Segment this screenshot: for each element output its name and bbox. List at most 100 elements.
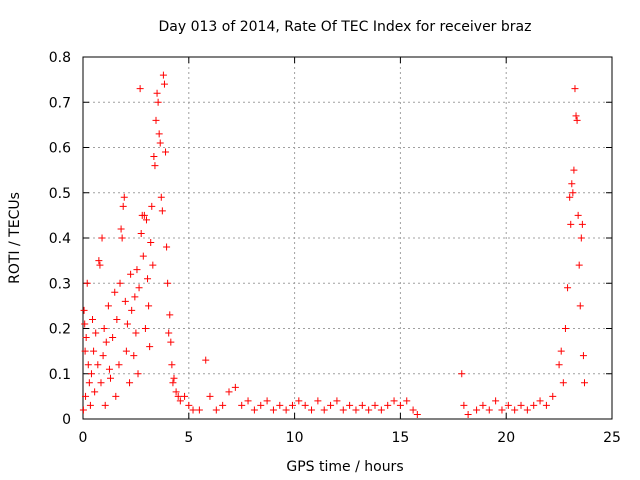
- data-point: [168, 361, 176, 369]
- data-point: [109, 334, 117, 342]
- data-point: [409, 406, 417, 414]
- data-point: [517, 401, 525, 409]
- x-tick-label: 15: [391, 430, 409, 446]
- data-point: [473, 406, 481, 414]
- data-point: [157, 193, 165, 201]
- data-point: [81, 347, 89, 355]
- data-point: [523, 406, 531, 414]
- y-tick-label: 0.4: [49, 231, 71, 247]
- data-point: [504, 401, 512, 409]
- data-point: [107, 374, 115, 382]
- data-point: [579, 352, 587, 360]
- data-point: [140, 211, 148, 219]
- data-point: [371, 401, 379, 409]
- data-point: [82, 334, 90, 342]
- data-point: [485, 406, 493, 414]
- data-point: [123, 320, 131, 328]
- data-point: [384, 401, 392, 409]
- data-point: [269, 406, 277, 414]
- data-point: [84, 361, 92, 369]
- data-point: [134, 370, 142, 378]
- data-point: [346, 401, 354, 409]
- data-point: [121, 297, 129, 305]
- data-point: [580, 379, 588, 387]
- data-point: [92, 329, 100, 337]
- data-point: [86, 401, 94, 409]
- data-point: [479, 401, 487, 409]
- data-point: [327, 401, 335, 409]
- data-point: [573, 116, 581, 124]
- data-point: [90, 347, 98, 355]
- data-point: [94, 361, 102, 369]
- data-point: [144, 275, 152, 283]
- data-point: [153, 89, 161, 97]
- data-point: [263, 397, 271, 405]
- data-point: [257, 401, 265, 409]
- grid-layer: [83, 57, 612, 419]
- data-point: [102, 338, 110, 346]
- data-point: [172, 388, 180, 396]
- data-point: [139, 252, 147, 260]
- data-point: [163, 243, 171, 251]
- x-tick-label: 25: [603, 430, 621, 446]
- data-point: [575, 261, 583, 269]
- plot-area: [82, 56, 613, 420]
- data-point: [174, 392, 182, 400]
- data-point: [206, 392, 214, 400]
- points-layer: [79, 71, 588, 418]
- data-point: [159, 71, 167, 79]
- data-point: [130, 352, 138, 360]
- data-point: [152, 116, 160, 124]
- data-point: [390, 397, 398, 405]
- data-point: [164, 279, 172, 287]
- data-point: [212, 406, 220, 414]
- data-point: [492, 397, 500, 405]
- data-point: [403, 397, 411, 405]
- data-point: [555, 361, 563, 369]
- data-point: [146, 343, 154, 351]
- data-point: [169, 379, 177, 387]
- plot-frame: [82, 56, 613, 420]
- x-tick-label: 5: [184, 430, 193, 446]
- data-point: [166, 311, 174, 319]
- data-point: [566, 193, 574, 201]
- data-point: [557, 347, 565, 355]
- tick-layer: [82, 56, 613, 420]
- data-point: [91, 388, 99, 396]
- data-point: [288, 401, 296, 409]
- x-tick-label: 20: [497, 430, 515, 446]
- data-point: [150, 153, 158, 161]
- data-point: [97, 379, 105, 387]
- x-axis-label: GPS time / hours: [286, 459, 403, 475]
- y-tick-label: 0: [62, 412, 71, 428]
- data-point: [158, 207, 166, 215]
- data-point: [148, 202, 156, 210]
- data-point: [377, 406, 385, 414]
- data-point: [238, 401, 246, 409]
- data-point: [365, 406, 373, 414]
- data-point: [89, 315, 97, 323]
- data-point: [96, 261, 104, 269]
- data-point: [458, 370, 466, 378]
- data-point: [151, 162, 159, 170]
- data-point: [570, 166, 578, 174]
- data-point: [176, 397, 184, 405]
- data-point: [530, 401, 538, 409]
- data-point: [282, 406, 290, 414]
- data-point: [122, 347, 130, 355]
- y-tick-label: 0.2: [49, 322, 71, 338]
- data-point: [162, 148, 170, 156]
- data-point: [511, 406, 519, 414]
- data-point: [576, 302, 584, 310]
- data-point: [132, 329, 140, 337]
- data-point: [87, 370, 95, 378]
- data-point: [83, 279, 91, 287]
- data-point: [167, 338, 175, 346]
- data-point: [276, 401, 284, 409]
- data-point: [99, 352, 107, 360]
- data-point: [568, 180, 576, 188]
- data-point: [128, 306, 136, 314]
- data-point: [333, 397, 341, 405]
- y-tick-label: 0.7: [49, 95, 71, 111]
- data-point: [115, 361, 123, 369]
